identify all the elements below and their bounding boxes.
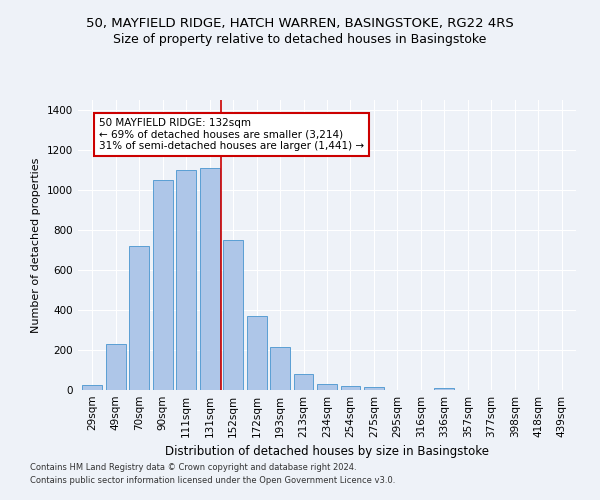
- Bar: [247, 316, 266, 390]
- Text: 50, MAYFIELD RIDGE, HATCH WARREN, BASINGSTOKE, RG22 4RS: 50, MAYFIELD RIDGE, HATCH WARREN, BASING…: [86, 18, 514, 30]
- X-axis label: Distribution of detached houses by size in Basingstoke: Distribution of detached houses by size …: [165, 446, 489, 458]
- Bar: [200, 168, 220, 390]
- Bar: [82, 385, 102, 390]
- Text: Contains public sector information licensed under the Open Government Licence v3: Contains public sector information licen…: [30, 476, 395, 485]
- Text: Size of property relative to detached houses in Basingstoke: Size of property relative to detached ho…: [113, 32, 487, 46]
- Bar: [317, 384, 337, 390]
- Bar: [293, 374, 313, 390]
- Bar: [129, 246, 149, 390]
- Text: Contains HM Land Registry data © Crown copyright and database right 2024.: Contains HM Land Registry data © Crown c…: [30, 464, 356, 472]
- Bar: [364, 387, 384, 390]
- Bar: [270, 347, 290, 390]
- Y-axis label: Number of detached properties: Number of detached properties: [31, 158, 41, 332]
- Bar: [434, 388, 454, 390]
- Bar: [106, 344, 125, 390]
- Text: 50 MAYFIELD RIDGE: 132sqm
← 69% of detached houses are smaller (3,214)
31% of se: 50 MAYFIELD RIDGE: 132sqm ← 69% of detac…: [99, 118, 364, 151]
- Bar: [176, 170, 196, 390]
- Bar: [152, 180, 173, 390]
- Bar: [341, 386, 361, 390]
- Bar: [223, 240, 243, 390]
